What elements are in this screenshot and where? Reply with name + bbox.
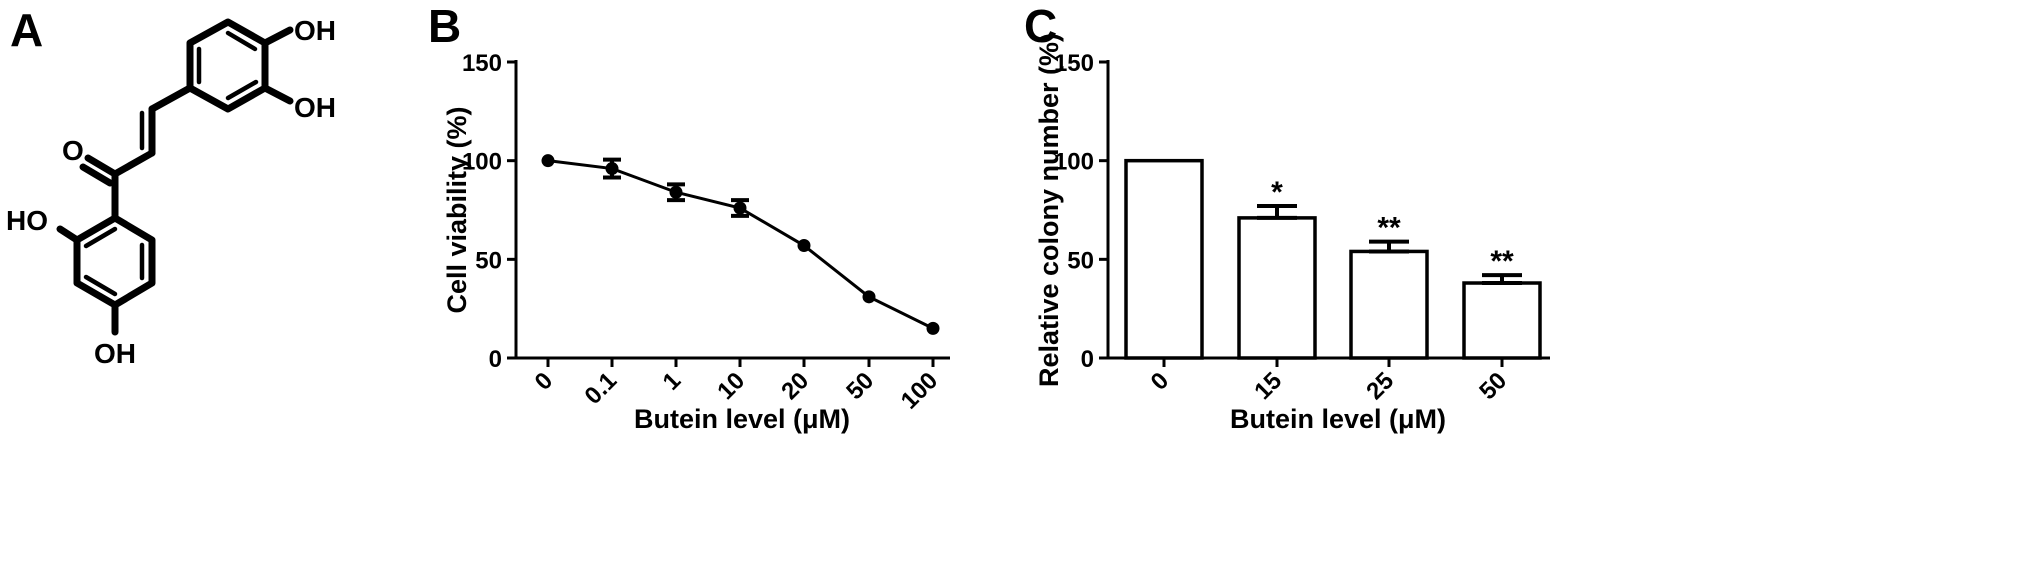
panel-b: B 0 50 100 150 0 0.1 1 10 20 50 100 Cell viability… (428, 0, 950, 434)
chart-b-point (797, 239, 811, 253)
chart-b-x-tick-label: 20 (776, 367, 814, 405)
atom-o-carbonyl: O (62, 135, 84, 166)
chart-b-point (605, 162, 619, 176)
panel-label-a: A (10, 4, 43, 56)
vinyl-bond-1 (148, 84, 194, 113)
atom-oh-right: OH (294, 92, 336, 123)
chart-c-significance-mark: ** (1490, 245, 1514, 278)
vinyl-bond-3 (111, 149, 156, 178)
chart-b-point (733, 201, 747, 215)
lower-ring-inner-bond-2 (83, 274, 118, 297)
atom-oh-bottom: OH (94, 338, 136, 369)
chart-c-y-tick-label: 150 (1054, 50, 1094, 77)
chart-c-x-tick-label: 0 (1146, 367, 1175, 396)
chart-b-y-tick-label: 0 (489, 346, 502, 373)
chart-b-x-tick-label: 1 (658, 367, 687, 396)
ho-left-bond (56, 225, 81, 244)
panel-label-b: B (428, 0, 461, 52)
chart-b-point (862, 290, 876, 304)
atom-oh-top: OH (294, 15, 336, 46)
chart-b-x-tick-label: 50 (841, 367, 879, 405)
oh-right-bond (261, 84, 294, 105)
chart-b-x-tick-label: 0.1 (580, 367, 623, 410)
chart-c-x-tick-label: 15 (1249, 367, 1287, 405)
chart-c-x-tick-label: 50 (1474, 367, 1512, 405)
chart-c-y-tick-label: 0 (1081, 346, 1094, 373)
chart-c-significance-mark: * (1271, 176, 1283, 209)
chart-b-point (541, 154, 555, 168)
panel-a: A OH OH O (6, 4, 336, 369)
oh-top-bond (261, 26, 294, 47)
upper-ring-inner-bond-2 (225, 79, 259, 101)
carbonyl-bond-a (84, 154, 119, 178)
chart-b-y-tick-label: 150 (462, 50, 502, 77)
chart-b-y-tick-label: 50 (475, 247, 502, 274)
lower-ring-inner-bond-3 (83, 226, 118, 249)
chart-b-ylabel: Cell viability (%) (442, 106, 472, 313)
chart-c-bar (1124, 158, 1204, 360)
chart-c-xlabel: Butein level (μM) (1230, 404, 1446, 434)
chart-b-x-tick-label: 100 (896, 367, 943, 414)
atom-ho-left: HO (6, 205, 48, 236)
butein-structure (56, 18, 294, 336)
panel-label-c: C (1024, 0, 1057, 52)
upper-ring-inner-bond-1 (225, 30, 258, 52)
chart-c-y-tick-label: 50 (1067, 247, 1094, 274)
chart-b-point (669, 185, 683, 199)
chart-c-significance-mark: ** (1377, 212, 1401, 245)
chart-c-bar (1237, 216, 1317, 360)
chart-b-x-tick-label: 0 (530, 367, 559, 396)
chart-c-x-tick-label: 25 (1361, 367, 1399, 405)
chart-b: 0 50 100 150 0 0.1 1 10 20 50 100 (462, 50, 950, 415)
chart-c-y-tick-label: 100 (1054, 149, 1094, 176)
chart-b-x-tick-label: 10 (712, 367, 750, 405)
chart-c-bar (1462, 281, 1542, 360)
chart-c-bar (1349, 249, 1429, 360)
chart-b-xlabel: Butein level (μM) (634, 404, 850, 434)
chart-c-ylabel: Relative colony number (%) (1034, 33, 1064, 387)
chart-b-y-tick-label: 100 (462, 149, 502, 176)
carbonyl-bond-b (79, 163, 114, 187)
chart-b-point (926, 321, 940, 335)
chart-b-series-line (547, 159, 934, 330)
